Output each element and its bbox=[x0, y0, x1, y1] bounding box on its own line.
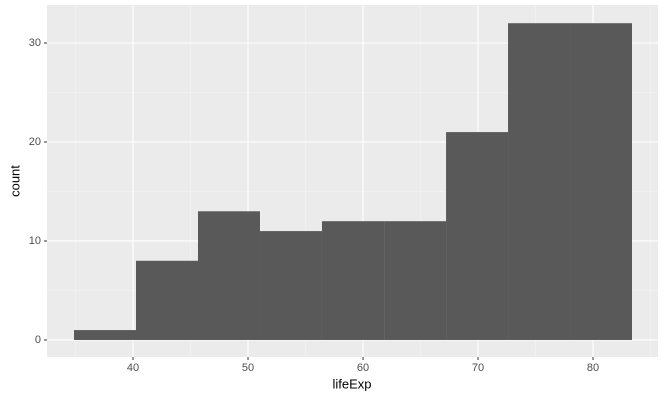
bar bbox=[259, 231, 322, 340]
x-axis-label: lifeExp bbox=[332, 376, 371, 391]
y-axis-label: count bbox=[7, 165, 22, 197]
bar bbox=[384, 221, 447, 340]
bar bbox=[508, 23, 571, 340]
bar bbox=[446, 132, 509, 340]
bar bbox=[570, 23, 633, 340]
y-tick-label: 20 bbox=[29, 136, 41, 148]
x-tick-label: 60 bbox=[357, 362, 369, 374]
bar bbox=[136, 260, 198, 340]
x-tick-label: 80 bbox=[587, 362, 599, 374]
y-tick-label: 30 bbox=[29, 37, 41, 49]
x-tick-label: 70 bbox=[472, 362, 484, 374]
bar bbox=[197, 211, 260, 340]
bar bbox=[321, 221, 385, 340]
y-tick-label: 0 bbox=[35, 334, 41, 346]
x-tick-label: 40 bbox=[127, 362, 139, 374]
x-tick-label: 50 bbox=[242, 362, 254, 374]
y-tick-label: 10 bbox=[29, 235, 41, 247]
bar bbox=[74, 330, 137, 340]
